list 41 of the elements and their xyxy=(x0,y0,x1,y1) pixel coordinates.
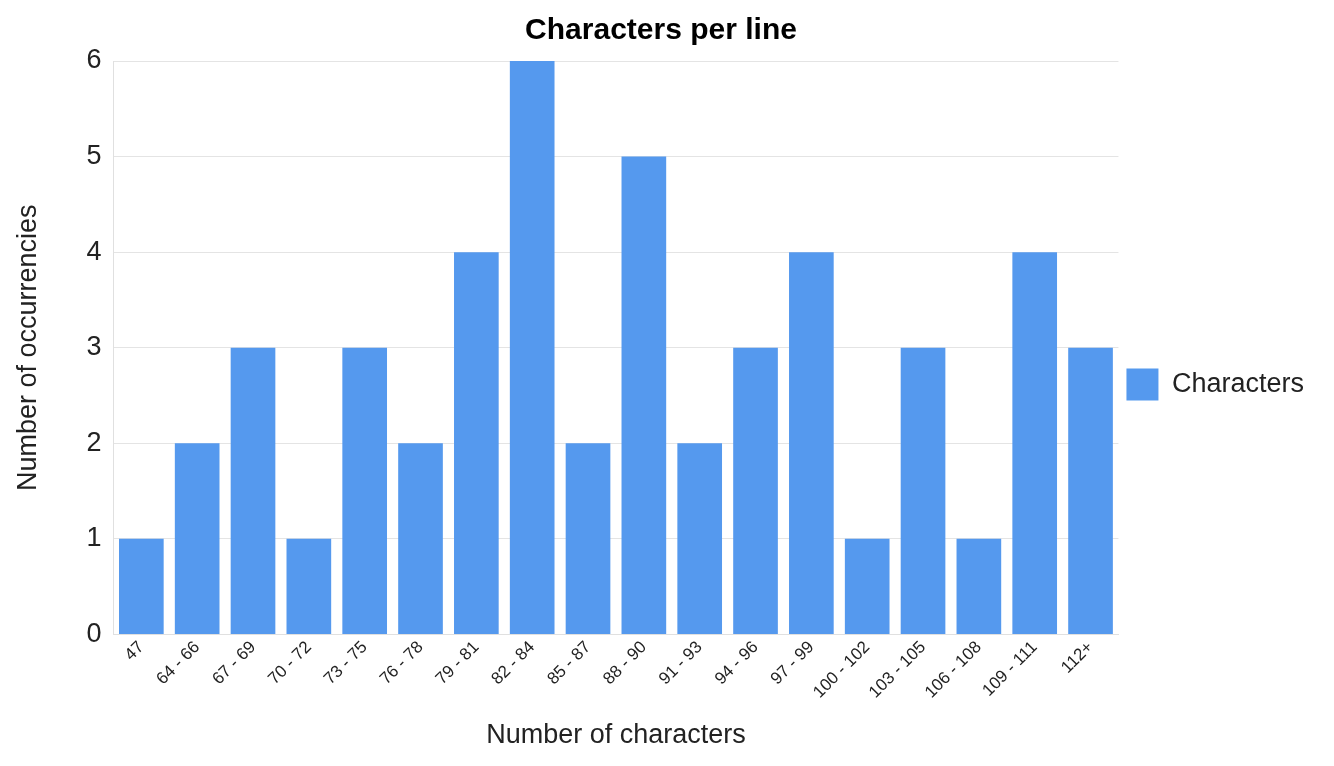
bar xyxy=(119,538,164,634)
bar xyxy=(733,347,778,634)
bar xyxy=(342,347,388,634)
bar xyxy=(621,156,667,634)
x-tick-label: 47 xyxy=(120,637,148,665)
y-tick-label: 1 xyxy=(86,522,102,553)
x-tick-label: 64 - 66 xyxy=(152,637,204,689)
y-tick-label: 0 xyxy=(86,617,102,648)
y-tick-label: 4 xyxy=(86,235,102,266)
x-tick-label: 76 - 78 xyxy=(375,637,427,689)
bar xyxy=(398,443,443,634)
bar xyxy=(286,538,332,634)
bar xyxy=(565,443,611,634)
x-axis-title: Number of characters xyxy=(486,719,746,750)
bar xyxy=(900,347,946,634)
x-tick-label: 91 - 93 xyxy=(654,637,706,689)
bar xyxy=(509,61,555,634)
bar xyxy=(677,443,723,634)
bar xyxy=(1012,252,1058,634)
x-tick-label: 70 - 72 xyxy=(264,637,315,689)
legend-label: Characters xyxy=(1171,367,1304,398)
bar xyxy=(1068,347,1113,634)
bar xyxy=(844,538,890,634)
chart-title: Characters per line xyxy=(525,12,797,46)
x-tick-label: 73 - 75 xyxy=(319,637,371,689)
bar xyxy=(230,347,276,634)
bar xyxy=(789,252,834,634)
y-tick-label: 5 xyxy=(86,140,102,171)
x-tick-label: 85 - 87 xyxy=(543,637,595,689)
x-tick-label: 82 - 84 xyxy=(487,637,539,689)
x-tick-label: 67 - 69 xyxy=(208,637,260,689)
bar xyxy=(454,252,499,634)
bar xyxy=(174,443,220,634)
y-tick-label: 3 xyxy=(86,331,102,362)
x-tick-label: 94 - 96 xyxy=(710,637,762,689)
x-tick-label: 79 - 81 xyxy=(431,637,483,689)
x-tick-label: 88 - 90 xyxy=(599,637,650,689)
bar xyxy=(956,538,1002,634)
y-axis-title: Number of occurrencies xyxy=(11,204,42,491)
y-tick-label: 2 xyxy=(86,426,102,457)
y-tick-label: 6 xyxy=(86,44,102,75)
